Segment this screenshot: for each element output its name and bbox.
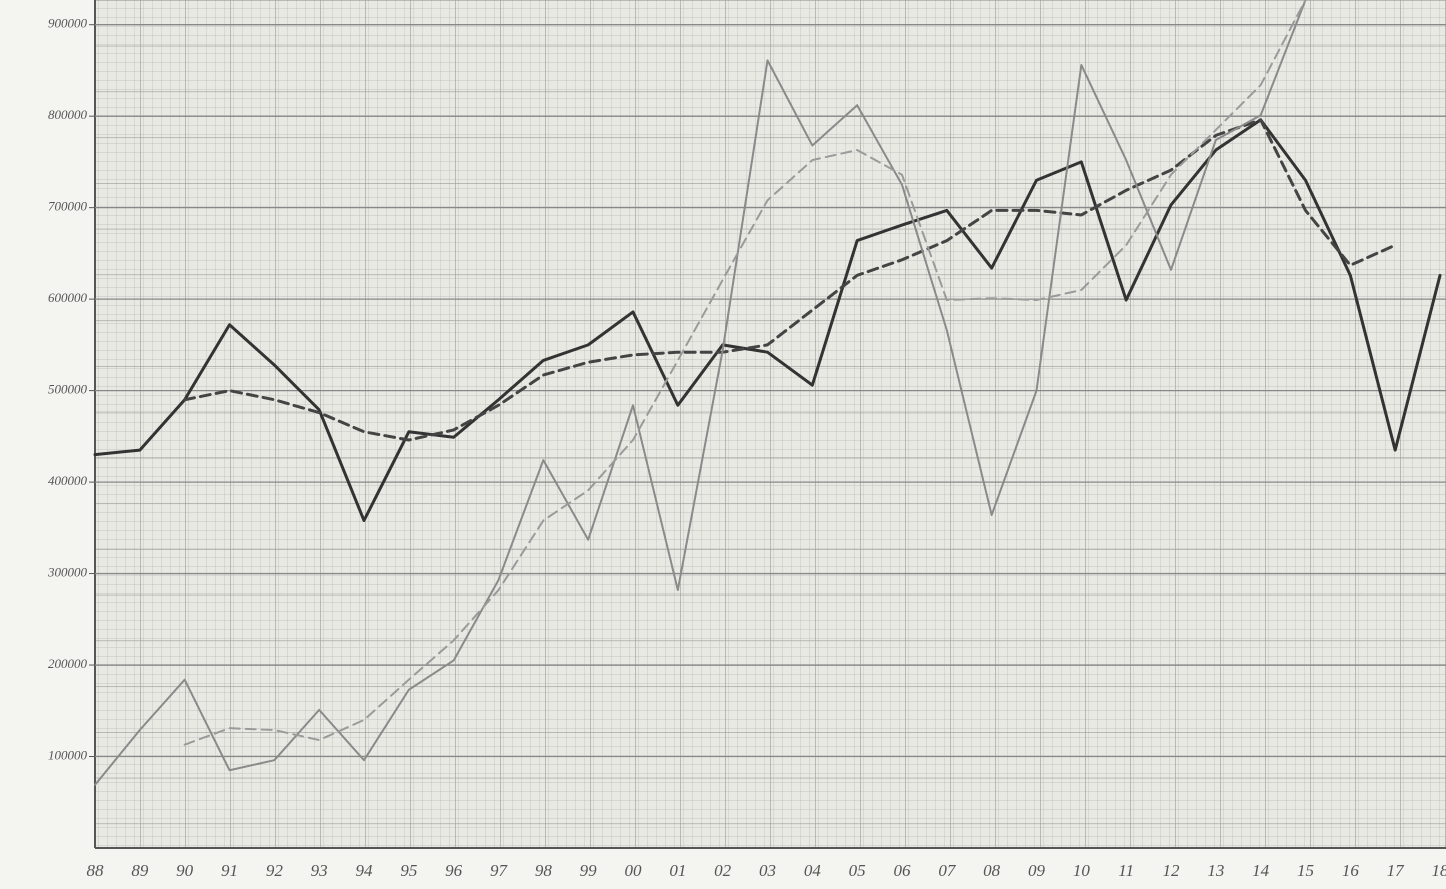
y-tick-label: 400000 <box>48 473 88 488</box>
x-tick-label: 18 <box>1432 861 1446 880</box>
x-tick-label: 89 <box>131 861 149 880</box>
x-tick-label: 07 <box>938 861 957 880</box>
x-tick-label: 15 <box>1297 861 1314 880</box>
y-tick-label: 500000 <box>48 382 88 397</box>
x-tick-label: 88 <box>87 861 105 880</box>
x-tick-label: 05 <box>849 861 866 880</box>
x-tick-label: 91 <box>221 861 238 880</box>
x-tick-label: 94 <box>356 861 374 880</box>
x-tick-label: 97 <box>490 861 509 880</box>
x-tick-label: 08 <box>983 861 1001 880</box>
x-tick-label: 96 <box>445 861 463 880</box>
x-tick-label: 92 <box>266 861 284 880</box>
y-tick-label: 800000 <box>48 107 88 122</box>
x-tick-label: 90 <box>176 861 194 880</box>
x-tick-label: 01 <box>669 861 686 880</box>
y-tick-label: 300000 <box>47 565 88 580</box>
x-tick-label: 11 <box>1118 861 1134 880</box>
y-tick-label: 900000 <box>48 16 88 31</box>
x-tick-label: 99 <box>580 861 598 880</box>
x-tick-label: 14 <box>1252 861 1270 880</box>
x-tick-label: 03 <box>759 861 776 880</box>
x-tick-label: 13 <box>1207 861 1224 880</box>
x-tick-label: 16 <box>1342 861 1360 880</box>
x-tick-label: 17 <box>1387 861 1406 880</box>
x-tick-label: 98 <box>535 861 553 880</box>
y-tick-label: 700000 <box>48 199 88 214</box>
chart: 100000 200000 300000 400000 500000 600000 7000… <box>0 0 1446 889</box>
x-tick-label: 10 <box>1073 861 1091 880</box>
x-tick-label: 00 <box>625 861 643 880</box>
y-tick-label: 200000 <box>48 656 88 671</box>
major-grid <box>95 0 1446 848</box>
x-tick-label: 09 <box>1028 861 1046 880</box>
x-tick-label: 95 <box>400 861 417 880</box>
x-tick-label: 02 <box>714 861 732 880</box>
x-tick-label: 12 <box>1163 861 1181 880</box>
y-tick-label: 600000 <box>48 290 88 305</box>
x-tick-label: 06 <box>894 861 912 880</box>
y-tick-label: 100000 <box>48 748 88 763</box>
x-tick-label: 93 <box>311 861 328 880</box>
x-tick-label: 04 <box>804 861 822 880</box>
